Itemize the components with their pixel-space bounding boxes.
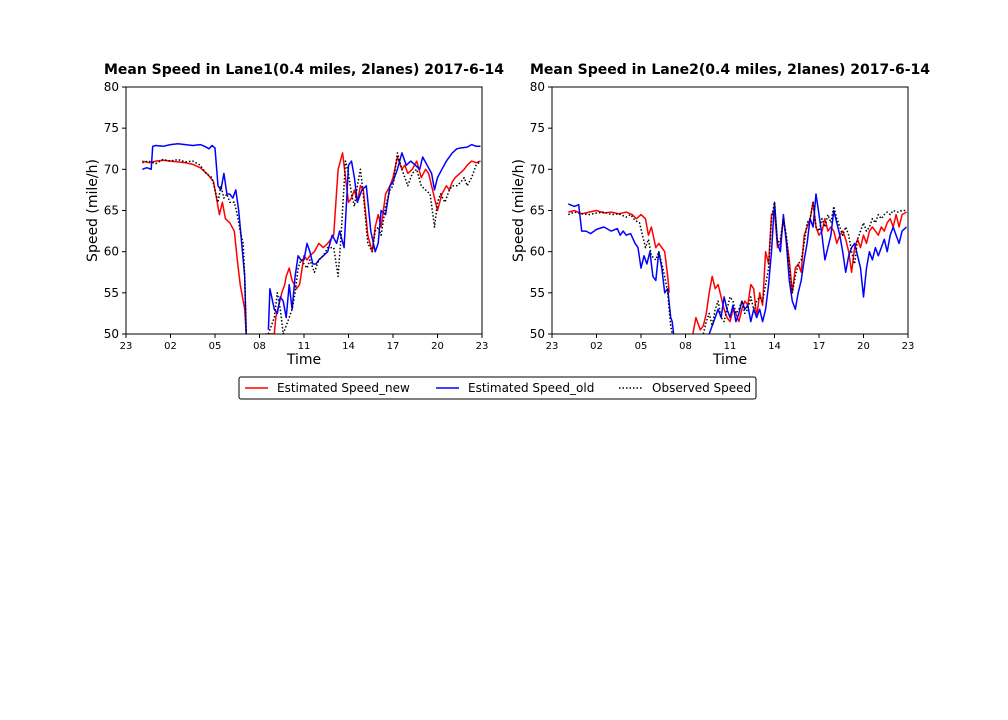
series-line-estimated-new	[568, 201, 907, 334]
x-tick-label: 02	[590, 341, 603, 352]
y-tick-label: 75	[104, 121, 119, 135]
series-line-observed	[142, 152, 482, 334]
legend-entry-old: Estimated Speed_old	[436, 381, 594, 395]
legend-label: Estimated Speed_new	[277, 381, 410, 395]
legend-entry-observed: Observed Speed	[619, 381, 751, 395]
x-tick-label: 02	[164, 341, 177, 352]
lane2-chart: Mean Speed in Lane2(0.4 miles, 2lanes) 2…	[511, 62, 930, 368]
chart-title: Mean Speed in Lane1(0.4 miles, 2lanes) 2…	[104, 62, 504, 78]
x-axis-ticks: 23 02 05 08 11 14 17 20 23	[120, 334, 489, 352]
y-tick-label: 80	[104, 80, 119, 94]
series-layer	[142, 143, 482, 334]
y-axis-label: Speed (mile/h)	[511, 159, 527, 262]
x-tick-label: 08	[679, 341, 692, 352]
series-line-estimated-old	[142, 143, 481, 334]
y-tick-label: 70	[104, 162, 119, 176]
x-tick-label: 14	[342, 341, 355, 352]
y-axis-ticks: 50 55 60 65 70 75 80	[104, 80, 126, 341]
x-tick-label: 17	[813, 341, 826, 352]
legend-label: Estimated Speed_old	[468, 381, 594, 395]
x-axis-label: Time	[712, 352, 747, 368]
plot-area	[552, 87, 908, 334]
y-tick-label: 55	[104, 286, 119, 300]
x-tick-label: 20	[857, 341, 870, 352]
lane1-chart: Mean Speed in Lane1(0.4 miles, 2lanes) 2…	[85, 62, 504, 368]
y-tick-label: 70	[530, 162, 545, 176]
x-tick-label: 11	[724, 341, 737, 352]
x-tick-label: 23	[476, 341, 489, 352]
legend: Estimated Speed_new Estimated Speed_old …	[238, 376, 757, 400]
series-line-observed	[568, 201, 907, 334]
y-tick-label: 60	[104, 245, 119, 259]
x-tick-label: 11	[298, 341, 311, 352]
y-tick-label: 65	[530, 204, 545, 218]
y-tick-label: 55	[530, 286, 545, 300]
y-tick-label: 50	[530, 327, 545, 341]
y-axis-label: Speed (mile/h)	[85, 159, 101, 262]
legend-label: Observed Speed	[652, 381, 751, 395]
y-tick-label: 50	[104, 327, 119, 341]
legend-entry-new: Estimated Speed_new	[245, 381, 410, 395]
y-tick-label: 60	[530, 245, 545, 259]
x-tick-label: 23	[120, 341, 133, 352]
x-tick-label: 14	[768, 341, 781, 352]
x-axis-ticks: 23 02 05 08 11 14 17 20 23	[546, 334, 915, 352]
x-axis-label: Time	[286, 352, 321, 368]
legend-box	[238, 376, 757, 400]
x-tick-label: 23	[546, 341, 559, 352]
x-tick-label: 23	[902, 341, 915, 352]
plot-area	[126, 87, 482, 334]
y-tick-label: 75	[530, 121, 545, 135]
x-tick-label: 05	[209, 341, 222, 352]
series-layer	[568, 193, 908, 334]
x-tick-label: 20	[431, 341, 444, 352]
y-axis-ticks: 50 55 60 65 70 75 80	[530, 80, 552, 341]
series-line-estimated-old	[568, 193, 908, 334]
x-tick-label: 08	[253, 341, 266, 352]
x-tick-label: 17	[387, 341, 400, 352]
x-tick-label: 05	[635, 341, 648, 352]
y-tick-label: 65	[104, 204, 119, 218]
y-tick-label: 80	[530, 80, 545, 94]
chart-title: Mean Speed in Lane2(0.4 miles, 2lanes) 2…	[530, 62, 930, 78]
